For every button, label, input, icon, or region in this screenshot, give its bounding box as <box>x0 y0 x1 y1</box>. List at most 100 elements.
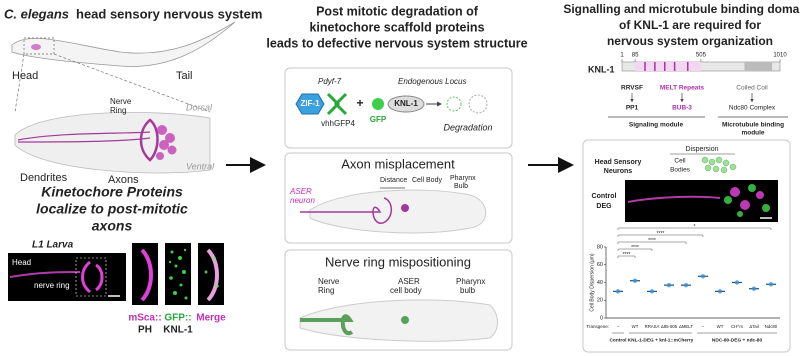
channel-label: Merge <box>196 313 226 324</box>
stage: L1 Larva <box>32 240 74 251</box>
box-label: ASER <box>398 277 420 286</box>
domain-map: 1 85 505 1010 <box>620 53 787 72</box>
significance-bracket <box>617 227 772 230</box>
mean-point <box>666 282 672 288</box>
box-label: Cell Body <box>412 177 442 184</box>
box-label: cell body <box>390 286 422 295</box>
significance-label: **** <box>648 238 656 244</box>
column-label: WT <box>632 324 639 329</box>
melt-region <box>635 62 701 71</box>
strategy-label: KNL-1 <box>394 99 418 108</box>
assay-label: Head Sensory <box>595 159 642 166</box>
strategy-label: ZIF-1 <box>300 99 320 108</box>
micrograph <box>8 253 126 301</box>
nerve-ring <box>139 118 159 162</box>
heading: localize to post-mitotic <box>36 201 188 217</box>
significance-bracket <box>617 241 687 244</box>
head-zoom <box>14 112 211 174</box>
zoom-box <box>75 257 107 297</box>
box-label: ASER <box>289 187 312 196</box>
column-label: Ndc80 <box>765 324 778 329</box>
head-outline <box>309 189 487 234</box>
transgene-label: Transgene: <box>586 324 609 329</box>
channel-signal <box>204 256 219 288</box>
protein-name: KNL-1 <box>588 64 615 74</box>
assay-label: DEG <box>596 203 612 210</box>
coiled-coil <box>744 62 773 71</box>
motif-arrows <box>608 93 788 118</box>
strategy-label: GFP <box>370 115 387 124</box>
channel-image <box>165 243 191 305</box>
assay-label: Control <box>592 193 617 200</box>
mean-point <box>632 278 638 283</box>
significance-bracket <box>617 234 704 237</box>
box-label: Ring <box>318 286 334 295</box>
strategy-label: vhhGFP4 <box>321 119 355 128</box>
knl-oval <box>387 95 425 113</box>
box-label: neuron <box>290 196 315 205</box>
title: Post mitotic degradation of <box>316 4 479 18</box>
position-label: 85 <box>632 53 639 59</box>
significance-label: **** <box>657 231 665 237</box>
zoom-box <box>23 37 55 55</box>
aser-body <box>401 316 409 324</box>
assay-label: Bodies <box>670 167 691 174</box>
head-label: Ring <box>110 106 126 115</box>
aser-body <box>401 204 409 212</box>
y-tick-label: 60 <box>597 262 603 268</box>
box-title: Nerve ring mispositioning <box>325 254 471 269</box>
position-label: 505 <box>696 53 707 59</box>
nanobody <box>326 92 348 116</box>
strategy-label: Degradation <box>443 122 492 132</box>
motif-partner: PP1 <box>626 105 639 112</box>
y-tick-label: 0 <box>600 315 603 321</box>
mean-point <box>717 289 723 294</box>
channel-signal <box>140 248 153 302</box>
head-outline <box>299 299 498 342</box>
column-label: ΔMELT <box>679 324 693 329</box>
box-label: bulb <box>460 286 476 295</box>
title: kinetochore scaffold proteins <box>309 20 484 34</box>
motif: RRVSF <box>621 85 643 92</box>
assay-label: Cell <box>674 158 686 165</box>
micrograph-label: Head <box>12 258 31 267</box>
box-label: Pharynx <box>456 277 485 286</box>
heading: Kinetochore Proteins <box>41 184 183 200</box>
group-label: Control <box>609 337 626 343</box>
position-label: 1 <box>620 53 624 59</box>
heading: axons <box>92 218 133 234</box>
mean-point <box>751 286 757 291</box>
worm-label: Head <box>12 70 38 82</box>
column-label: – <box>702 324 705 329</box>
head-neurons <box>31 44 41 50</box>
head-label: Axons <box>108 174 139 186</box>
strategy-label: Endogenous Locus <box>398 77 467 86</box>
module: Microtubule binding <box>722 122 784 129</box>
strategy-label: Pdyf-7 <box>318 77 342 86</box>
y-tick-label: 80 <box>597 244 603 250</box>
head-label: Ventral <box>186 161 215 171</box>
zoom-line <box>14 53 25 113</box>
box-label: Bulb <box>454 183 468 190</box>
y-tick-label: 20 <box>597 298 603 304</box>
micrograph-signal <box>81 260 104 294</box>
micrograph-label: nerve ring <box>34 281 70 290</box>
mean-point <box>700 274 706 279</box>
micrograph-signal <box>730 187 764 210</box>
group-label: NDC-80-DEG + ndc-80 <box>712 337 763 343</box>
column-label: CH^m <box>731 324 743 329</box>
zoom-line <box>53 53 211 113</box>
box-label: Nerve <box>318 277 340 286</box>
gfp <box>372 98 384 110</box>
head-label: Dorsal <box>186 102 213 112</box>
motif-partner: BUB-3 <box>672 105 692 112</box>
title: nervous system organization <box>607 34 773 48</box>
motif: MELT Repeats <box>660 85 705 92</box>
channel-label: GFP:: <box>164 313 191 324</box>
assay-label: Dispersion <box>685 146 718 153</box>
channel-signal <box>168 248 188 300</box>
box-title: Axon misplacement <box>341 156 455 171</box>
head-label: Dendrites <box>20 172 68 184</box>
module: Signaling module <box>629 122 684 129</box>
